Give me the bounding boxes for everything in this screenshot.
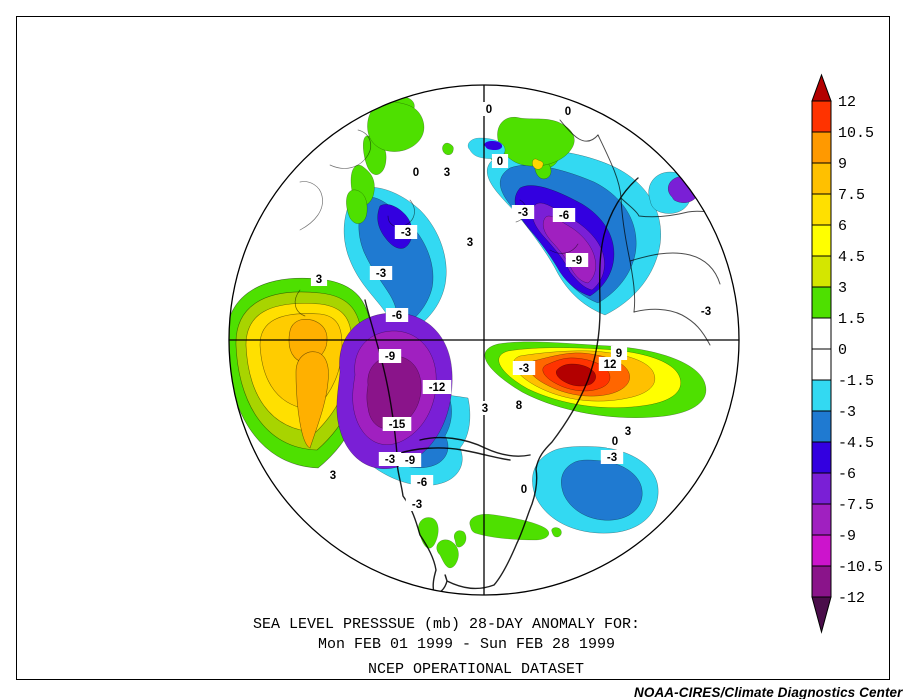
svg-text:3: 3 [838, 280, 847, 297]
svg-text:-15: -15 [389, 419, 406, 431]
svg-text:-3: -3 [838, 404, 856, 421]
svg-text:-3: -3 [518, 207, 528, 219]
svg-text:-6: -6 [838, 466, 856, 483]
svg-text:-3: -3 [401, 227, 411, 239]
svg-text:-3: -3 [701, 306, 711, 318]
svg-text:-9: -9 [385, 351, 395, 363]
svg-text:6: 6 [838, 218, 847, 235]
svg-text:3: 3 [316, 274, 322, 286]
svg-text:7.5: 7.5 [838, 187, 865, 204]
svg-text:-4.5: -4.5 [838, 435, 874, 452]
svg-text:-9: -9 [838, 528, 856, 545]
svg-text:0: 0 [521, 484, 527, 496]
svg-text:-12: -12 [429, 382, 446, 394]
svg-text:0: 0 [838, 342, 847, 359]
svg-text:3: 3 [330, 470, 336, 482]
svg-text:3: 3 [467, 237, 473, 249]
svg-text:-6: -6 [417, 477, 427, 489]
svg-text:3: 3 [625, 426, 631, 438]
svg-text:1.5: 1.5 [838, 311, 865, 328]
svg-text:-3: -3 [376, 268, 386, 280]
svg-text:-6: -6 [559, 210, 569, 222]
svg-text:-3: -3 [385, 454, 395, 466]
svg-text:4.5: 4.5 [838, 249, 865, 266]
svg-text:SEA LEVEL PRESSSUE (mb) 28-: SEA LEVEL PRESSSUE (mb) 28-DAY ANOMALY F… [253, 616, 640, 633]
svg-text:-3: -3 [519, 363, 529, 375]
svg-text:-1.5: -1.5 [838, 373, 874, 390]
svg-text:NCEP OPERATIONAL DATASET: NCEP OPERATIONAL DATASET [368, 661, 584, 678]
svg-text:0: 0 [486, 104, 492, 116]
svg-text:Mon FEB 01 1999 - Sun FEB 28: Mon FEB 01 1999 - Sun FEB 28 1999 [318, 636, 615, 653]
svg-text:3: 3 [482, 403, 488, 415]
svg-text:0: 0 [413, 167, 419, 179]
svg-text:12: 12 [604, 359, 617, 371]
svg-text:-3: -3 [607, 452, 617, 464]
svg-text:9: 9 [838, 156, 847, 173]
svg-text:-3: -3 [412, 499, 422, 511]
svg-text:-6: -6 [392, 310, 402, 322]
svg-text:-7.5: -7.5 [838, 497, 874, 514]
svg-text:-9: -9 [405, 455, 415, 467]
svg-text:3: 3 [444, 167, 450, 179]
svg-text:0: 0 [612, 436, 618, 448]
svg-text:12: 12 [838, 94, 856, 111]
svg-text:0: 0 [565, 106, 571, 118]
svg-text:0: 0 [497, 156, 503, 168]
svg-text:-10.5: -10.5 [838, 559, 883, 576]
svg-text:10.5: 10.5 [838, 125, 874, 142]
svg-text:8: 8 [516, 400, 523, 412]
svg-text:-12: -12 [838, 590, 865, 607]
svg-text:-9: -9 [572, 255, 582, 267]
